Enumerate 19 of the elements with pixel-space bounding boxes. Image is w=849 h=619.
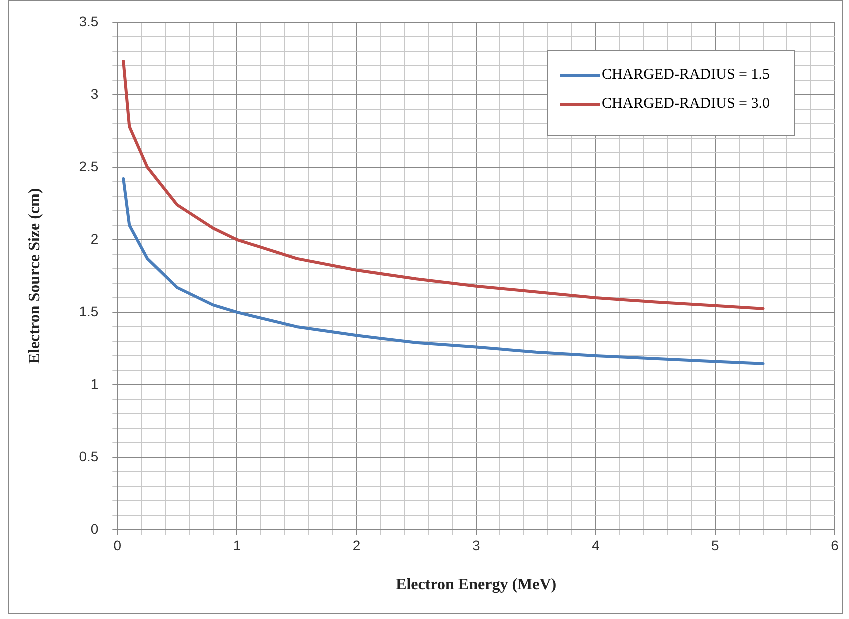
y-tick-label: 2 xyxy=(90,230,99,247)
x-tick-label: 5 xyxy=(712,537,720,554)
y-tick-label: 1.5 xyxy=(79,303,99,320)
x-tick-label: 3 xyxy=(472,537,480,554)
y-tick-label: 2.5 xyxy=(79,158,99,174)
x-tick-label: 6 xyxy=(831,537,840,554)
y-axis-title: Electron Source Size (cm) xyxy=(26,188,44,364)
x-tick-label: 0 xyxy=(114,537,122,554)
legend-label: CHARGED-RADIUS = 1.5 xyxy=(602,67,770,84)
y-tick-label: 3.5 xyxy=(79,13,99,30)
x-tick-label: 1 xyxy=(233,537,242,554)
y-tick-label: 0.5 xyxy=(79,448,99,464)
x-tick-label: 2 xyxy=(352,537,361,554)
y-tick-label: 0 xyxy=(90,520,99,537)
x-tick-label: 4 xyxy=(592,537,600,554)
y-tick-label: 1 xyxy=(90,376,99,392)
legend-label: CHARGED-RADIUS = 3.0 xyxy=(602,96,770,114)
x-axis-title: Electron Energy (MeV) xyxy=(396,576,557,594)
y-tick-label: 3 xyxy=(90,86,99,102)
